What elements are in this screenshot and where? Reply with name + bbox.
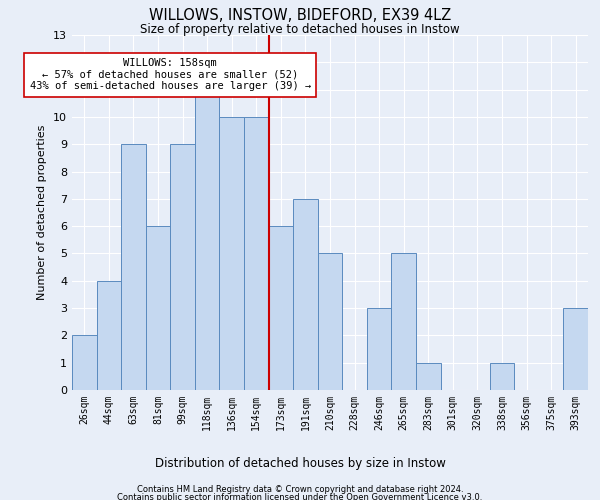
Bar <box>318 254 342 390</box>
Bar <box>490 362 514 390</box>
Bar <box>269 226 293 390</box>
Bar <box>146 226 170 390</box>
Text: WILLOWS, INSTOW, BIDEFORD, EX39 4LZ: WILLOWS, INSTOW, BIDEFORD, EX39 4LZ <box>149 8 451 22</box>
Text: Contains HM Land Registry data © Crown copyright and database right 2024.: Contains HM Land Registry data © Crown c… <box>137 485 463 494</box>
Bar <box>97 281 121 390</box>
Text: WILLOWS: 158sqm
← 57% of detached houses are smaller (52)
43% of semi-detached h: WILLOWS: 158sqm ← 57% of detached houses… <box>29 58 311 92</box>
Bar <box>293 199 318 390</box>
Bar <box>391 254 416 390</box>
Bar <box>220 117 244 390</box>
Bar <box>121 144 146 390</box>
Text: Contains public sector information licensed under the Open Government Licence v3: Contains public sector information licen… <box>118 492 482 500</box>
Bar <box>563 308 588 390</box>
Y-axis label: Number of detached properties: Number of detached properties <box>37 125 47 300</box>
Bar <box>244 117 269 390</box>
Text: Size of property relative to detached houses in Instow: Size of property relative to detached ho… <box>140 22 460 36</box>
Bar <box>195 90 220 390</box>
Bar <box>416 362 440 390</box>
Text: Distribution of detached houses by size in Instow: Distribution of detached houses by size … <box>155 458 445 470</box>
Bar <box>170 144 195 390</box>
Bar <box>367 308 391 390</box>
Bar <box>72 336 97 390</box>
